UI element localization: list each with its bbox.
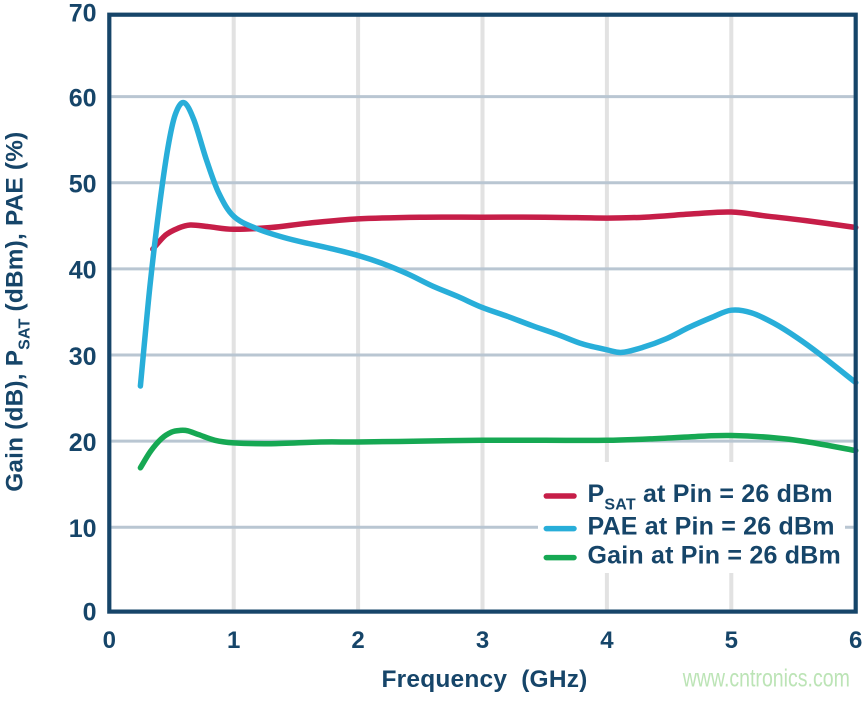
svg-text:2: 2	[351, 627, 364, 654]
svg-text:10: 10	[69, 515, 97, 543]
svg-text:5: 5	[725, 627, 738, 654]
svg-text:Frequency (GHz): Frequency (GHz)	[381, 666, 587, 693]
svg-text:6: 6	[849, 627, 862, 654]
svg-text:40: 40	[69, 257, 97, 285]
svg-text:60: 60	[69, 84, 97, 112]
svg-text:0: 0	[83, 598, 97, 626]
svg-text:3: 3	[476, 627, 489, 654]
svg-text:4: 4	[600, 627, 614, 654]
svg-text:www.cntronics.com: www.cntronics.com	[682, 665, 850, 693]
svg-text:Gain at Pin = 26 dBm: Gain at Pin = 26 dBm	[588, 542, 841, 570]
svg-text:1: 1	[227, 627, 240, 654]
svg-text:PAE at Pin = 26 dBm: PAE at Pin = 26 dBm	[588, 513, 835, 541]
svg-text:20: 20	[69, 429, 97, 457]
svg-text:50: 50	[69, 171, 97, 199]
svg-text:70: 70	[69, 0, 97, 28]
svg-text:0: 0	[103, 627, 116, 654]
svg-text:Gain (dB), PSAT (dBm), PAE (%): Gain (dB), PSAT (dBm), PAE (%)	[1, 132, 33, 492]
svg-text:30: 30	[69, 343, 97, 371]
